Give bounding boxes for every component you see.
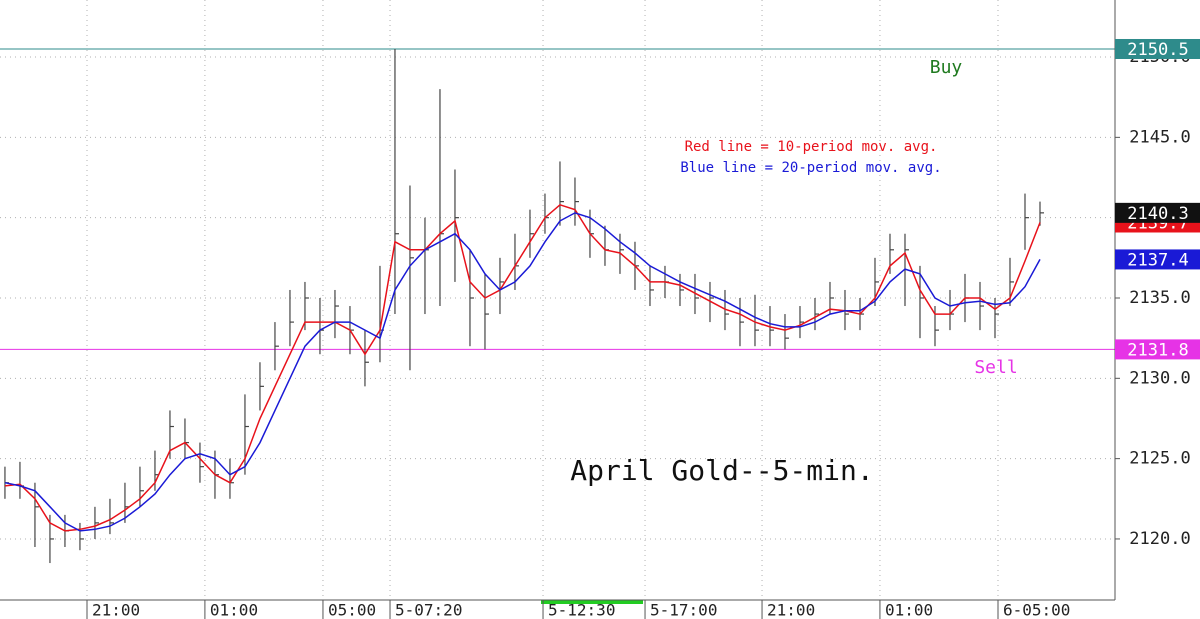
price-tag-label: 2131.8 bbox=[1127, 340, 1188, 360]
x-tick-label: 01:00 bbox=[885, 601, 933, 619]
price-tag bbox=[1115, 202, 1200, 223]
price-tag-label: 2140.3 bbox=[1127, 204, 1188, 224]
price-tag-label: 2150.5 bbox=[1127, 40, 1188, 60]
price-tag-label: 2137.4 bbox=[1127, 250, 1188, 270]
chart-title: April Gold--5-min. bbox=[570, 454, 873, 487]
price-tag bbox=[1115, 249, 1200, 270]
y-tick-label: 2120.0 bbox=[1129, 529, 1190, 549]
moving-average-line bbox=[4, 203, 1041, 532]
moving-average-line bbox=[4, 212, 1041, 532]
x-tick-label: 21:00 bbox=[767, 601, 815, 619]
axis-panel bbox=[1115, 0, 1200, 619]
x-tick-label: 5-17:00 bbox=[650, 601, 717, 619]
x-tick-label: 21:00 bbox=[92, 601, 140, 619]
price-tag bbox=[1115, 38, 1200, 59]
level-label: Sell bbox=[974, 357, 1017, 378]
y-tick-label: 2145.0 bbox=[1129, 127, 1190, 147]
annotation: Red line = 10-period mov. avg. bbox=[685, 139, 938, 155]
annotation: Blue line = 20-period mov. avg. bbox=[680, 160, 941, 176]
x-tick-label: 5-12:30 bbox=[548, 601, 615, 619]
x-tick-label: 01:00 bbox=[210, 601, 258, 619]
y-tick-label: 2130.0 bbox=[1129, 368, 1190, 388]
price-tag bbox=[1115, 339, 1200, 360]
x-tick-label: 6-05:00 bbox=[1003, 601, 1070, 619]
x-tick-label: 5-07:20 bbox=[395, 601, 462, 619]
x-tick-label: 05:00 bbox=[328, 601, 376, 619]
session-bar bbox=[541, 600, 643, 604]
y-tick-label: 2135.0 bbox=[1129, 288, 1190, 308]
level-label: Buy bbox=[930, 57, 963, 78]
y-tick-label: 2125.0 bbox=[1129, 449, 1190, 469]
